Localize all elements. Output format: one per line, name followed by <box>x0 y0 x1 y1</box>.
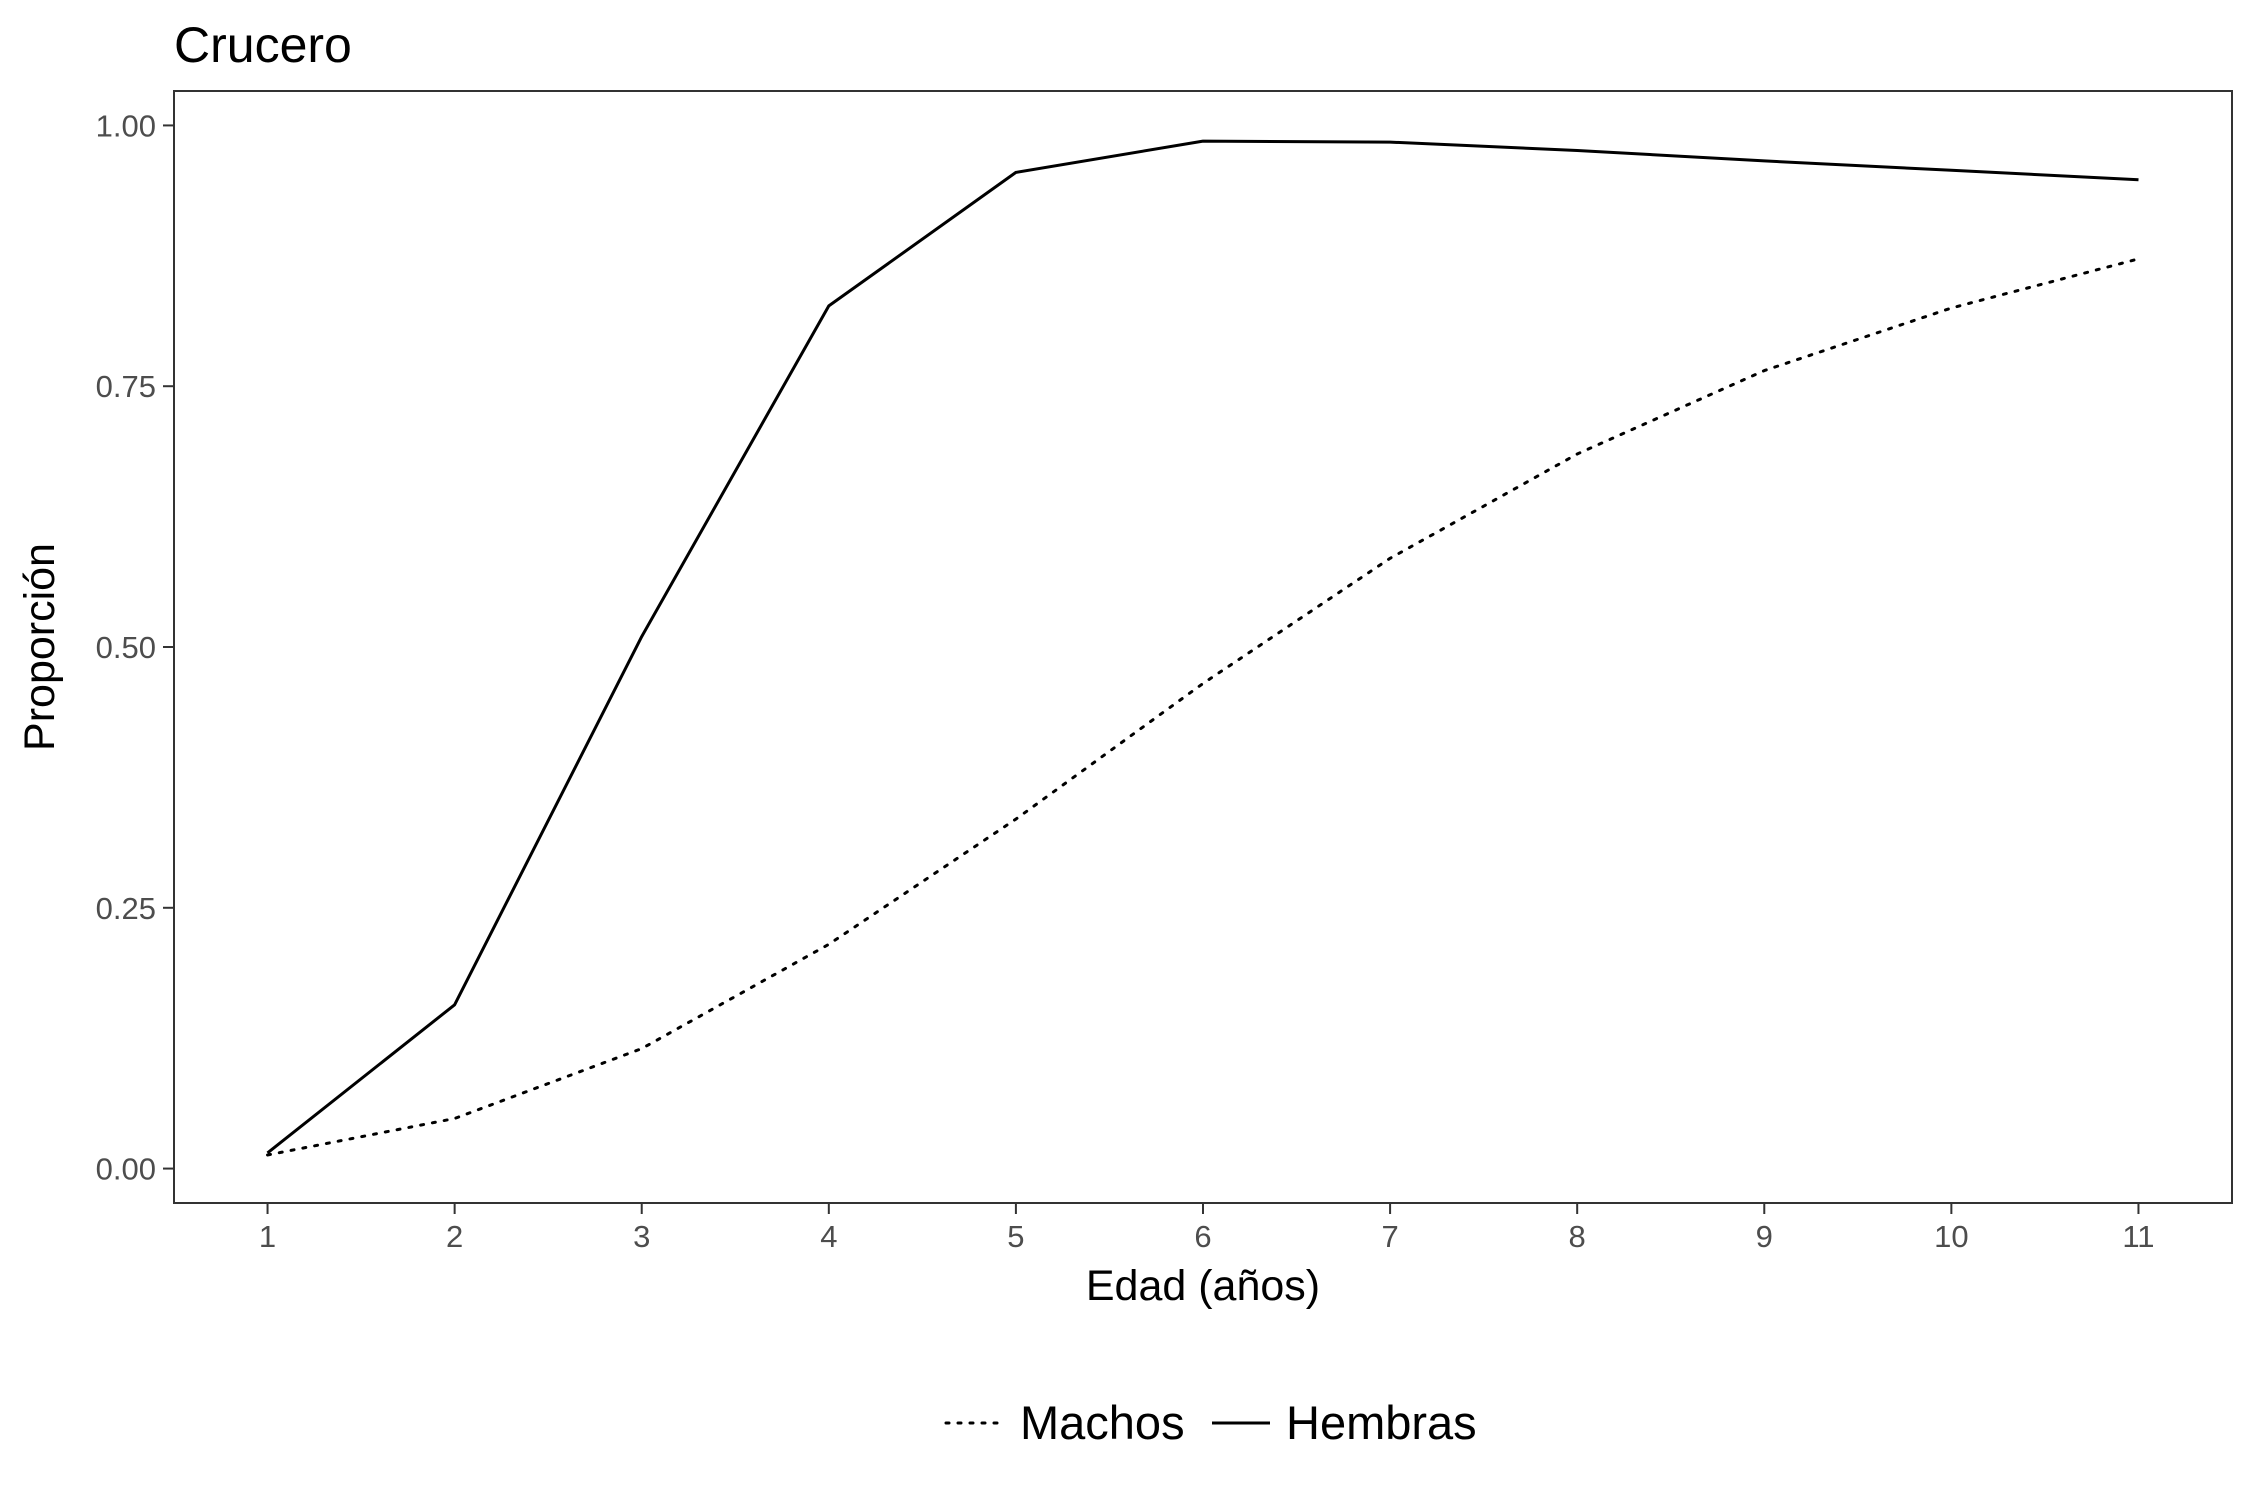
x-axis-title: Edad (años) <box>1086 1262 1320 1310</box>
legend: Machos Hembras <box>944 1396 1477 1449</box>
x-tick-label: 9 <box>1756 1219 1773 1254</box>
legend-label-machos: Machos <box>1020 1396 1185 1449</box>
plot-area <box>173 90 2233 1204</box>
x-tick-label: 7 <box>1381 1219 1398 1254</box>
y-axis: 0.00 0.25 0.50 0.75 1.00 <box>96 108 174 1187</box>
x-tick-label: 1 <box>259 1219 276 1254</box>
plot-panel-border <box>173 90 2233 1204</box>
y-tick-label: 0.50 <box>96 630 156 665</box>
y-tick-label: 0.75 <box>96 369 156 404</box>
x-tick-label: 2 <box>446 1219 463 1254</box>
legend-label-hembras: Hembras <box>1286 1396 1477 1449</box>
x-tick-label: 11 <box>2122 1219 2154 1254</box>
series-line-machos <box>266 257 2140 1157</box>
y-tick-label: 1.00 <box>96 108 156 143</box>
x-axis: 1 2 3 4 5 6 7 8 9 10 11 <box>259 1203 2155 1254</box>
x-tick-label: 8 <box>1569 1219 1586 1254</box>
x-tick-label: 3 <box>633 1219 650 1254</box>
x-tick-label: 4 <box>820 1219 837 1254</box>
y-tick-label: 0.25 <box>96 891 156 926</box>
chart-title: Crucero <box>174 17 352 73</box>
series-line-hembras <box>266 139 2139 1155</box>
y-tick-label: 0.00 <box>96 1152 156 1187</box>
y-axis-title: Proporción <box>16 543 64 751</box>
x-tick-label: 5 <box>1007 1219 1024 1254</box>
x-tick-label: 10 <box>1934 1219 1968 1254</box>
x-tick-label: 6 <box>1194 1219 1211 1254</box>
